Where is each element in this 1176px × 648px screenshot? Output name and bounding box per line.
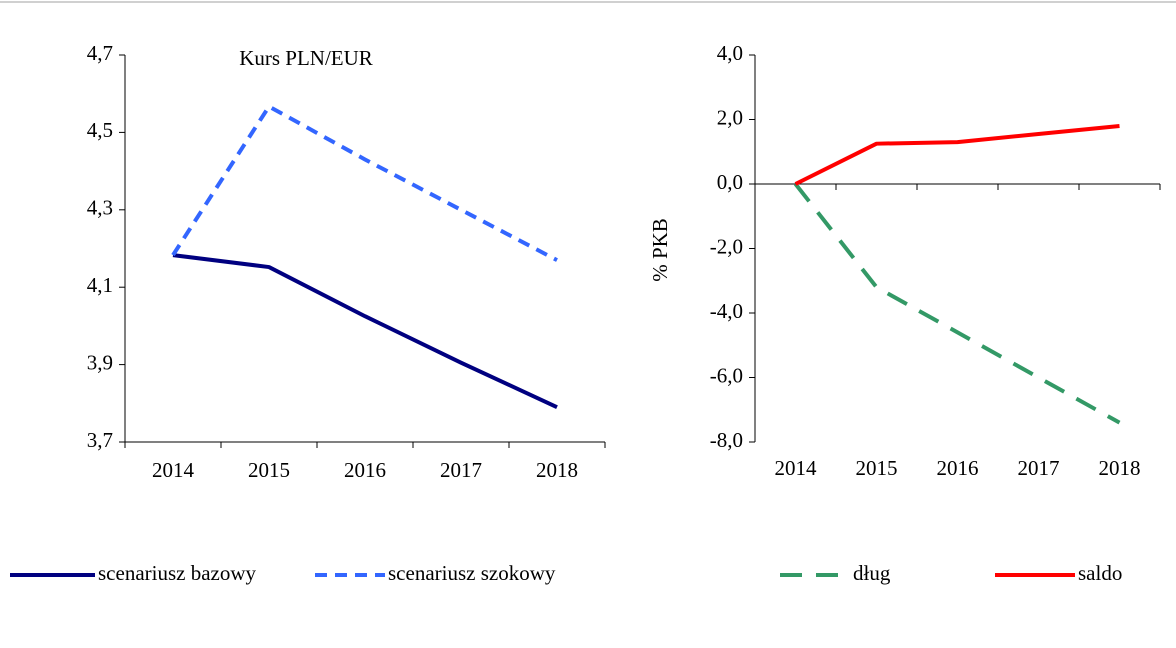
legend-label: saldo (1078, 561, 1122, 585)
x-tick-label: 2014 (152, 458, 195, 482)
x-tick-label: 2018 (536, 458, 578, 482)
y-tick-label: 4,3 (87, 196, 113, 220)
legend-label: scenariusz bazowy (98, 561, 257, 585)
x-tick-label: 2018 (1099, 456, 1141, 480)
y-tick-label: -8,0 (710, 428, 743, 452)
series-line (171, 104, 558, 262)
x-tick-label: 2015 (248, 458, 290, 482)
x-tick-label: 2016 (937, 456, 979, 480)
y-tick-label: 3,9 (87, 350, 113, 374)
x-tick-label: 2015 (856, 456, 898, 480)
x-tick-label: 2014 (775, 456, 818, 480)
x-tick-label: 2016 (344, 458, 386, 482)
y-tick-label: 4,0 (717, 41, 743, 65)
y-tick-label: 4,1 (87, 273, 113, 297)
chart-title: Kurs PLN/EUR (239, 46, 373, 70)
x-tick-label: 2017 (440, 458, 482, 482)
y-tick-label: 4,5 (87, 118, 113, 142)
legend-label: scenariusz szokowy (388, 561, 556, 585)
y-tick-label: 0,0 (717, 170, 743, 194)
y-tick-label: -2,0 (710, 234, 743, 258)
series-line (793, 182, 1121, 425)
series-line (172, 253, 558, 409)
y-tick-label: 4,7 (87, 41, 113, 65)
y-axis-label: % PKB (648, 218, 672, 282)
legend-label: dług (853, 561, 891, 585)
y-tick-label: -6,0 (710, 363, 743, 387)
series-line (794, 123, 1120, 186)
y-tick-label: 3,7 (87, 428, 113, 452)
y-tick-label: -4,0 (710, 299, 743, 323)
x-tick-label: 2017 (1018, 456, 1060, 480)
y-tick-label: 2,0 (717, 105, 743, 129)
